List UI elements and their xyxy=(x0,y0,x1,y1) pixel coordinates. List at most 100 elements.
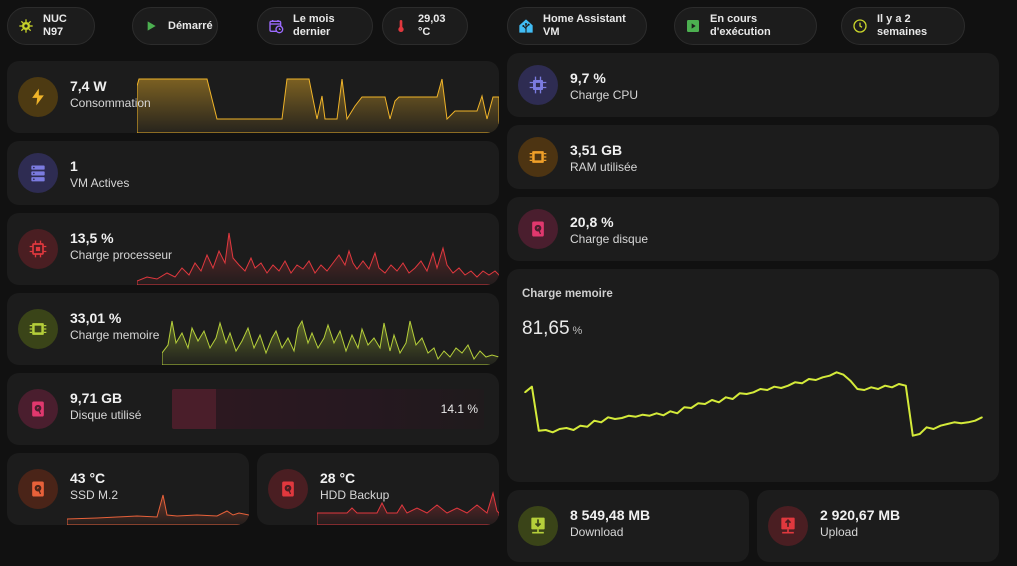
chip-label: Démarré xyxy=(168,19,213,32)
chip-last-update[interactable]: Le mois dernier xyxy=(257,7,373,45)
tile-consommation[interactable]: 7,4 W Consommation xyxy=(7,61,499,133)
data-point xyxy=(579,424,582,427)
cpu-icon-circle xyxy=(18,229,58,269)
tile-label: Charge processeur xyxy=(70,248,173,262)
tile-value: 2 920,67 MB xyxy=(820,507,901,523)
data-point xyxy=(607,416,609,419)
tile-charge-processeur[interactable]: 13,5 % Charge processeur xyxy=(7,213,499,285)
graph-value: 81,65 xyxy=(522,318,570,339)
data-point xyxy=(725,396,727,399)
data-point xyxy=(842,373,845,376)
data-point xyxy=(593,419,595,422)
tile-ssd[interactable]: 43 °C SSD M.2 xyxy=(7,453,249,525)
tile-value: 8 549,48 MB xyxy=(570,507,651,523)
memory-icon xyxy=(529,151,547,163)
tile-label: Charge disque xyxy=(570,232,649,246)
data-point xyxy=(863,389,866,391)
data-point xyxy=(891,386,893,389)
tile-label: Consommation xyxy=(70,96,151,110)
chip-icon xyxy=(18,18,34,34)
tile-upload[interactable]: 2 920,67 MB Upload xyxy=(757,490,999,562)
harddisk-icon-circle xyxy=(518,209,558,249)
data-point xyxy=(683,406,686,409)
play-box-icon xyxy=(685,18,701,34)
play-icon xyxy=(143,18,159,34)
tile-label: Disque utilisé xyxy=(70,408,142,422)
data-point xyxy=(981,416,983,419)
harddisk-icon-circle xyxy=(18,469,58,509)
tile-value: 7,4 W xyxy=(70,78,107,94)
spark-charge-memoire xyxy=(162,319,499,365)
data-point xyxy=(835,371,838,374)
tile-label: RAM utilisée xyxy=(570,160,638,174)
data-point xyxy=(697,402,699,405)
tile-value: 9,7 % xyxy=(570,70,606,86)
spark-hdd xyxy=(317,491,499,525)
harddisk-icon xyxy=(282,481,294,497)
tile-ram-utilisee[interactable]: 3,51 GB RAM utilisée xyxy=(507,125,999,189)
tile-label: VM Actives xyxy=(70,176,130,190)
harddisk-icon xyxy=(532,221,544,237)
data-point xyxy=(524,391,526,394)
tile-download[interactable]: 8 549,48 MB Download xyxy=(507,490,749,562)
chip-label: En cours d'exécution xyxy=(710,13,771,38)
data-point xyxy=(662,414,665,417)
chip-label: NUC N97 xyxy=(43,13,67,38)
chip-uptime[interactable]: Il y a 2 semaines xyxy=(841,7,965,45)
chip-vm-status[interactable]: En cours d'exécution xyxy=(674,7,817,45)
data-point xyxy=(586,425,589,428)
data-point xyxy=(621,417,623,419)
data-point xyxy=(551,431,554,434)
tile-label: Charge memoire xyxy=(70,328,160,342)
data-point xyxy=(960,422,962,425)
data-point xyxy=(669,410,672,413)
data-point xyxy=(648,414,651,417)
data-point xyxy=(967,421,969,424)
data-point xyxy=(690,407,692,409)
data-point xyxy=(558,428,561,430)
data-point xyxy=(711,399,713,401)
data-point xyxy=(918,433,921,435)
graph-current-value: 81,65% xyxy=(522,318,582,340)
data-point xyxy=(572,429,575,431)
memory-icon-circle xyxy=(518,137,558,177)
data-point xyxy=(849,379,852,382)
data-point xyxy=(752,391,755,394)
tile-disque-utilise[interactable]: 14.1 % 9,71 GB Disque utilisé xyxy=(7,373,499,445)
data-point xyxy=(773,385,776,388)
data-point xyxy=(898,383,900,385)
memory-graph-card[interactable]: Charge memoire 81,65% xyxy=(507,269,999,482)
data-point xyxy=(676,412,679,415)
data-point xyxy=(704,403,706,405)
data-point xyxy=(545,429,547,431)
spark-consommation xyxy=(137,78,499,133)
tile-vm-actives[interactable]: 1 VM Actives xyxy=(7,141,499,205)
upload-network-icon xyxy=(781,517,795,534)
tile-label: SSD M.2 xyxy=(70,488,119,502)
chip-status[interactable]: Démarré xyxy=(132,7,218,45)
tile-charge-memoire[interactable]: 33,01 % Charge memoire xyxy=(7,293,499,365)
data-point xyxy=(745,393,748,395)
tile-label: Download xyxy=(570,525,624,539)
tile-charge-cpu[interactable]: 9,7 % Charge CPU xyxy=(507,53,999,117)
tile-value: 9,71 GB xyxy=(70,390,123,406)
data-point xyxy=(953,421,956,424)
data-point xyxy=(780,387,782,389)
tile-value: 43 °C xyxy=(70,470,106,486)
chip-temperature[interactable]: 29,03 °C xyxy=(382,7,468,45)
chip-icon-circle xyxy=(518,65,558,105)
data-point xyxy=(974,419,976,422)
chip-host[interactable]: NUC N97 xyxy=(7,7,95,45)
chip-icon xyxy=(529,76,547,94)
tile-charge-disque[interactable]: 20,8 % Charge disque xyxy=(507,197,999,261)
tile-value: 13,5 % xyxy=(70,230,114,246)
memory-line-chart xyxy=(524,371,983,437)
tile-hdd[interactable]: 28 °C HDD Backup xyxy=(257,453,499,525)
data-point xyxy=(766,389,769,391)
data-point xyxy=(538,429,540,432)
data-point xyxy=(808,378,810,380)
data-point xyxy=(600,421,602,424)
chip-vm-name[interactable]: Home Assistant VM xyxy=(507,7,647,45)
data-point xyxy=(731,398,734,400)
series-line xyxy=(524,371,983,437)
